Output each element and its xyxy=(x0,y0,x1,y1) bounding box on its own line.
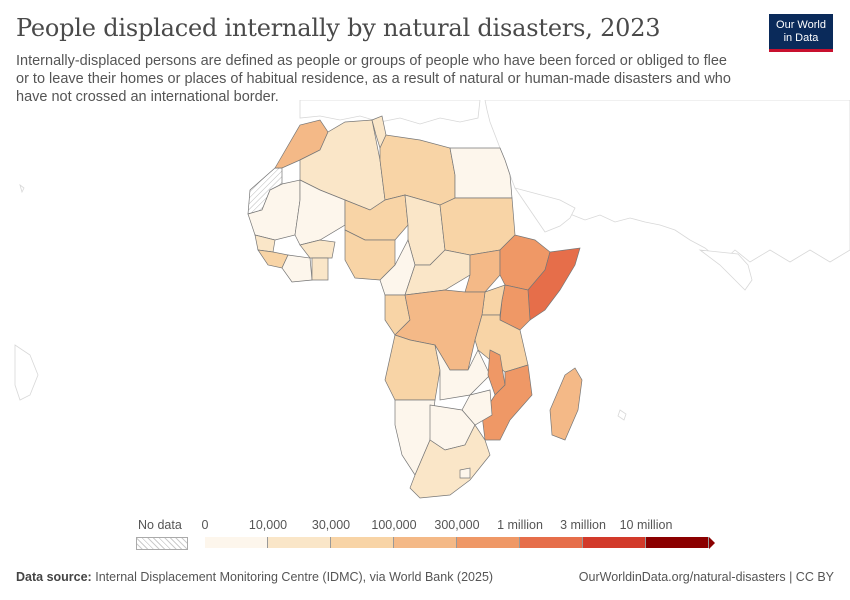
country-zimbabwe[interactable] xyxy=(461,389,493,426)
country-mozambique[interactable] xyxy=(481,364,533,441)
legend-label-7: 10 million xyxy=(619,518,673,532)
legend-swatch-6[interactable] xyxy=(583,537,646,548)
country-libya[interactable] xyxy=(379,134,456,206)
logo-line-2: in Data xyxy=(783,32,819,44)
legend-swatch-4[interactable] xyxy=(457,537,520,548)
country-ivory-coast[interactable] xyxy=(281,254,313,283)
legend-swatch-7[interactable] xyxy=(646,537,709,548)
country-egypt[interactable] xyxy=(449,147,513,199)
country-somalia[interactable] xyxy=(527,247,581,321)
legend-swatch-0[interactable] xyxy=(205,537,268,548)
legend-label-2: 30,000 xyxy=(311,518,351,532)
country-madagascar[interactable] xyxy=(549,367,583,441)
country-south-africa[interactable] xyxy=(409,424,491,499)
data-source: Data source: Internal Displacement Monit… xyxy=(16,570,493,584)
africa-countries xyxy=(247,115,583,499)
legend-swatch-2[interactable] xyxy=(331,537,394,548)
map-legend: No data 0 10,000 30,000 100,000 300,000 … xyxy=(0,515,850,555)
choropleth-map[interactable] xyxy=(0,100,850,515)
chart-title: People displaced internally by natural d… xyxy=(16,14,661,42)
owid-logo[interactable]: Our World in Data xyxy=(769,14,833,52)
legend-label-3: 100,000 xyxy=(371,518,417,532)
country-car[interactable] xyxy=(404,249,471,296)
legend-arrow-icon xyxy=(709,537,715,549)
legend-label-0: 0 xyxy=(201,518,209,532)
legend-swatch-3[interactable] xyxy=(394,537,457,548)
data-source-label: Data source: xyxy=(16,570,92,584)
legend-label-1: 10,000 xyxy=(248,518,288,532)
legend-label-6: 3 million xyxy=(560,518,606,532)
legend-label-5: 1 million xyxy=(497,518,543,532)
legend-nodata-swatch xyxy=(136,537,188,550)
surrounding-land xyxy=(14,100,850,421)
data-source-text: Internal Displacement Monitoring Centre … xyxy=(95,570,494,584)
legend-nodata-label: No data xyxy=(138,518,182,532)
chart-subtitle: Internally-displaced persons are defined… xyxy=(16,53,731,105)
footer-url-link[interactable]: OurWorldinData.org/natural-disasters | C… xyxy=(578,570,834,584)
legend-swatch-5[interactable] xyxy=(520,537,583,548)
logo-line-1: Our World xyxy=(776,19,826,31)
country-burkina-faso[interactable] xyxy=(299,239,336,259)
country-lesotho[interactable] xyxy=(459,467,471,479)
legend-label-4: 300,000 xyxy=(434,518,480,532)
country-south-sudan[interactable] xyxy=(464,249,501,293)
country-angola[interactable] xyxy=(384,334,441,401)
legend-color-bar xyxy=(205,537,709,548)
country-ghana[interactable] xyxy=(311,257,329,281)
legend-swatch-1[interactable] xyxy=(268,537,331,548)
